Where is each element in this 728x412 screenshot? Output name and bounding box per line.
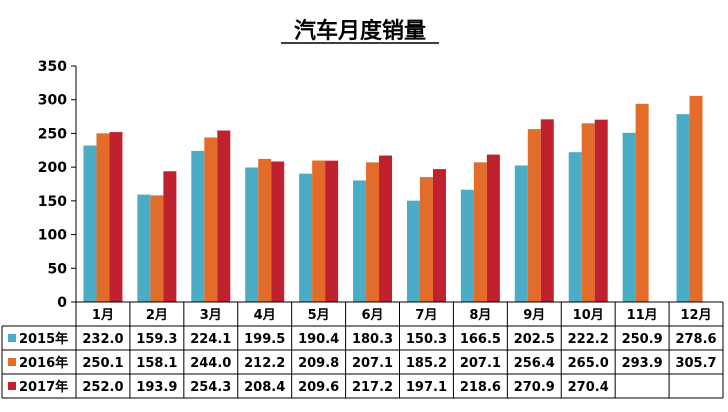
data-label: 207.1 bbox=[460, 356, 501, 371]
data-label: 278.6 bbox=[675, 332, 716, 347]
data-label: 212.2 bbox=[244, 356, 285, 371]
data-label: 217.2 bbox=[352, 380, 393, 395]
data-label: 254.3 bbox=[190, 380, 231, 395]
bar bbox=[96, 133, 110, 302]
data-label: 185.2 bbox=[406, 356, 447, 371]
axes: 0 50 100 150 200 250 300 350 bbox=[38, 59, 77, 311]
data-label: 305.7 bbox=[675, 356, 716, 371]
bar bbox=[163, 171, 177, 302]
y-tick-label: 50 bbox=[48, 261, 68, 277]
category-label: 11月 bbox=[627, 308, 658, 323]
data-label: 256.4 bbox=[514, 356, 555, 371]
data-label: 193.9 bbox=[136, 380, 177, 395]
data-label: 252.0 bbox=[82, 380, 123, 395]
bar bbox=[150, 195, 164, 302]
bar bbox=[204, 137, 218, 302]
category-label: 5月 bbox=[308, 308, 330, 323]
y-tick-label: 0 bbox=[57, 295, 67, 311]
category-label: 2月 bbox=[146, 308, 168, 323]
bar bbox=[540, 119, 554, 302]
bar bbox=[486, 154, 500, 302]
bar bbox=[258, 158, 272, 302]
bar bbox=[514, 165, 528, 302]
category-label: 8月 bbox=[469, 308, 491, 323]
bar bbox=[689, 95, 703, 303]
bars bbox=[83, 95, 703, 303]
bar bbox=[109, 132, 123, 302]
bar bbox=[191, 150, 205, 302]
data-label: 190.4 bbox=[298, 332, 339, 347]
bar bbox=[622, 132, 636, 302]
data-label: 270.4 bbox=[568, 380, 609, 395]
legend-label: 2015年 bbox=[19, 331, 68, 347]
bar bbox=[366, 162, 380, 302]
bar bbox=[83, 145, 97, 302]
category-label: 4月 bbox=[254, 308, 276, 323]
bar bbox=[419, 177, 433, 302]
category-label: 1月 bbox=[92, 308, 114, 323]
y-tick-label: 350 bbox=[38, 59, 67, 75]
data-label: 224.1 bbox=[190, 332, 231, 347]
data-label: 158.1 bbox=[136, 356, 177, 371]
category-label: 12月 bbox=[680, 308, 711, 323]
bar bbox=[271, 161, 285, 302]
bar bbox=[245, 167, 259, 302]
data-label: 197.1 bbox=[406, 380, 447, 395]
bar bbox=[406, 200, 420, 302]
bar bbox=[379, 155, 393, 302]
category-label: 9月 bbox=[523, 308, 545, 323]
data-label: 166.5 bbox=[460, 332, 501, 347]
bar bbox=[676, 114, 690, 302]
bar bbox=[353, 180, 367, 302]
data-table: 1月 2月 3月 4月 5月 6月 7月 8月 9月 10月 11月 12月 2015年 232.0 159… bbox=[1, 301, 724, 399]
data-label: 199.5 bbox=[244, 332, 285, 347]
data-label: 232.0 bbox=[82, 332, 123, 347]
data-label: 202.5 bbox=[514, 332, 555, 347]
legend-label: 2017年 bbox=[19, 379, 68, 395]
bar bbox=[325, 160, 339, 302]
category-label: 7月 bbox=[415, 308, 437, 323]
data-label: 265.0 bbox=[568, 356, 609, 371]
bar bbox=[312, 160, 326, 302]
y-tick-label: 250 bbox=[38, 126, 67, 142]
data-label: 293.9 bbox=[622, 356, 663, 371]
y-tick-label: 100 bbox=[38, 228, 67, 244]
data-label: 209.8 bbox=[298, 356, 339, 371]
legend-swatch bbox=[8, 382, 16, 390]
category-label: 3月 bbox=[200, 308, 222, 323]
legend-swatch bbox=[8, 358, 16, 366]
chart-title: 汽车月度销量 bbox=[294, 18, 426, 44]
legend-swatch bbox=[8, 334, 16, 342]
bar bbox=[568, 152, 582, 302]
bar bbox=[527, 129, 541, 302]
bar bbox=[137, 194, 151, 302]
y-tick-label: 150 bbox=[38, 194, 67, 210]
data-label: 270.9 bbox=[514, 380, 555, 395]
data-label: 208.4 bbox=[244, 380, 285, 395]
data-label: 222.2 bbox=[568, 332, 609, 347]
data-label: 250.1 bbox=[82, 356, 123, 371]
bar bbox=[217, 130, 231, 302]
data-label: 180.3 bbox=[352, 332, 393, 347]
y-tick-label: 300 bbox=[38, 93, 67, 109]
data-label: 244.0 bbox=[190, 356, 231, 371]
data-label: 250.9 bbox=[622, 332, 663, 347]
category-label: 6月 bbox=[362, 308, 384, 323]
bar bbox=[594, 119, 608, 302]
data-label: 207.1 bbox=[352, 356, 393, 371]
data-label: 159.3 bbox=[136, 332, 177, 347]
legend-label: 2016年 bbox=[19, 355, 68, 371]
category-label: 10月 bbox=[573, 308, 604, 323]
bar bbox=[581, 123, 595, 302]
data-label: 150.3 bbox=[406, 332, 447, 347]
bar bbox=[635, 103, 649, 303]
bar bbox=[299, 173, 313, 302]
bar bbox=[460, 189, 474, 302]
bar bbox=[432, 169, 446, 302]
bar bbox=[473, 162, 487, 302]
y-tick-label: 200 bbox=[38, 160, 67, 176]
data-label: 209.6 bbox=[298, 380, 339, 395]
data-label: 218.6 bbox=[460, 380, 501, 395]
